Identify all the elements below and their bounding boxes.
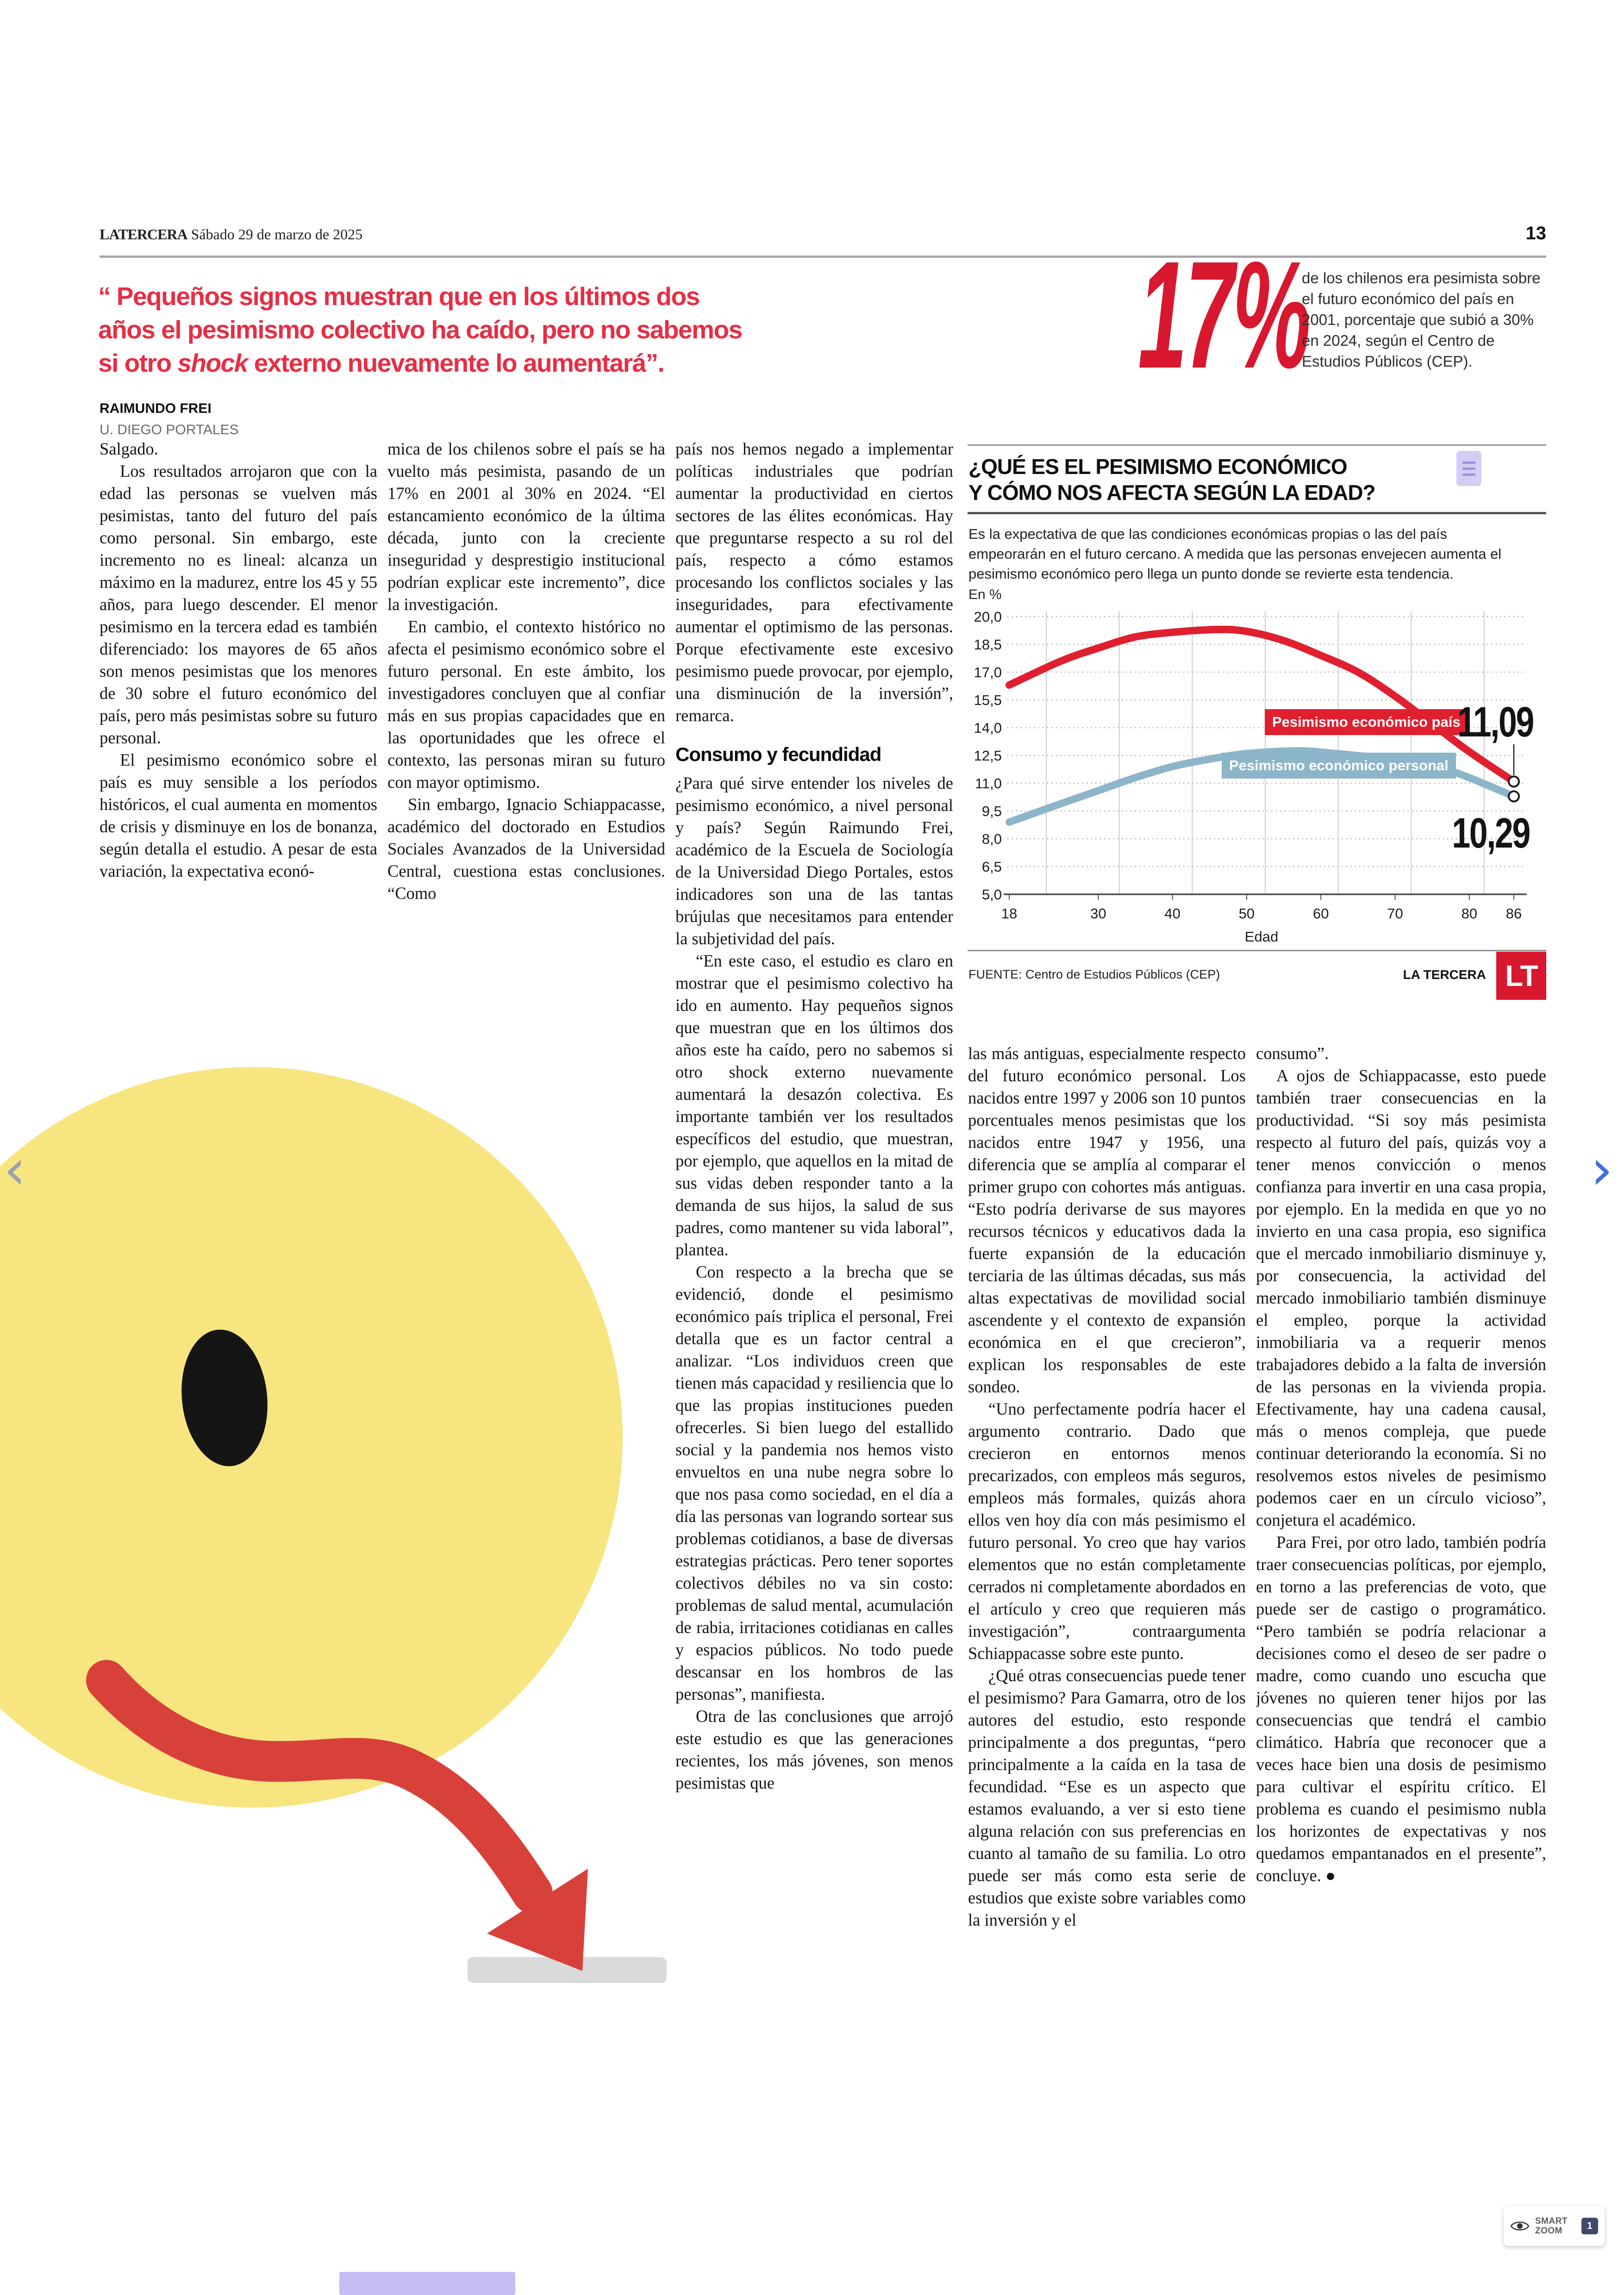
stat-text: de los chilenos era pesimista sobre el f… bbox=[1302, 269, 1541, 370]
smart-zoom-label: SMART ZOOM bbox=[1535, 2216, 1568, 2236]
smart-zoom-pin-icon[interactable] bbox=[1456, 451, 1481, 486]
svg-text:Edad: Edad bbox=[1245, 929, 1278, 945]
article-paragraph: Salgado. bbox=[100, 439, 158, 458]
article-paragraph: Los resultados arrojaron que con la edad… bbox=[100, 461, 377, 747]
highlight-bar bbox=[339, 2272, 515, 2295]
infographic-subtitle: Es la expectativa de que las condiciones… bbox=[968, 526, 1502, 582]
svg-text:9,5: 9,5 bbox=[982, 803, 1002, 819]
masthead-brand: LATERCERA bbox=[100, 226, 188, 243]
series-label-personal: Pesimismo económico personal bbox=[1222, 753, 1456, 779]
infographic-title-line1: ¿QUÉ ES EL PESIMISMO ECONÓMICO bbox=[968, 455, 1348, 479]
quote-author: RAIMUNDO FREI bbox=[100, 401, 212, 416]
infographic-bottom-rule bbox=[968, 950, 1546, 951]
arrow-head bbox=[487, 1869, 588, 1971]
masthead: LATERCERA Sábado 29 de marzo de 2025 bbox=[100, 226, 362, 243]
svg-text:60: 60 bbox=[1313, 905, 1329, 922]
article-paragraph: consumo”. bbox=[1256, 1044, 1329, 1063]
eye-icon bbox=[1510, 2221, 1530, 2231]
svg-text:5,0: 5,0 bbox=[982, 886, 1002, 903]
article-paragraph: mica de los chilenos sobre el país se ha… bbox=[387, 439, 665, 614]
article-column-4: las más antiguas, especialmente respecto… bbox=[968, 1042, 1246, 2107]
sad-face-illustration bbox=[0, 1067, 667, 1983]
article-paragraph: Sin embargo, Ignacio Schiappacasse, acad… bbox=[387, 795, 665, 903]
lt-logo: LT bbox=[1496, 952, 1546, 1000]
svg-text:50: 50 bbox=[1239, 905, 1255, 922]
article-paragraph: ¿Para qué sirve entender los niveles de … bbox=[675, 773, 953, 948]
article-paragraph: En cambio, el contexto histórico no afec… bbox=[387, 617, 665, 792]
eye bbox=[181, 1329, 268, 1466]
infographic-credit: LA TERCERA bbox=[1403, 967, 1486, 982]
article-paragraph: Con respecto a la brecha que se evidenci… bbox=[675, 1262, 953, 1703]
series-end-value-personal: 10,29 bbox=[1452, 810, 1530, 857]
series-label-pais: Pesimismo económico país bbox=[1265, 709, 1468, 735]
article-column-5: consumo”. A ojos de Schiappacasse, esto p… bbox=[1256, 1042, 1546, 2107]
svg-text:40: 40 bbox=[1164, 905, 1180, 922]
infographic-unit: En % bbox=[968, 587, 1002, 602]
svg-text:15,5: 15,5 bbox=[974, 692, 1002, 708]
article-column-2: mica de los chilenos sobre el país se ha… bbox=[387, 438, 665, 1044]
article-paragraph: Otra de las conclusiones que arrojó este… bbox=[675, 1707, 953, 1792]
svg-text:8,0: 8,0 bbox=[982, 831, 1002, 847]
pull-quote-text-2: externo nuevamente lo aumentará”. bbox=[247, 349, 665, 377]
svg-text:11,0: 11,0 bbox=[975, 775, 1002, 792]
pull-quote: “ Pequeños signos muestran que en los úl… bbox=[98, 280, 760, 380]
svg-text:18,5: 18,5 bbox=[974, 636, 1002, 653]
pull-quote-text-1: “ Pequeños signos muestran que en los úl… bbox=[98, 282, 743, 377]
quote-affiliation: U. DIEGO PORTALES bbox=[100, 422, 239, 437]
article-paragraph: “Uno perfectamente podría hacer el argum… bbox=[968, 1399, 1246, 1663]
infographic-title-line2: Y CÓMO NOS AFECTA SEGÚN LA EDAD? bbox=[968, 480, 1376, 505]
article-paragraph: Para Frei, por otro lado, también podría… bbox=[1256, 1533, 1546, 1885]
series-end-value-pais: 11,09 bbox=[1457, 698, 1534, 746]
article-paragraph: las más antiguas, especialmente respecto… bbox=[968, 1044, 1246, 1396]
svg-text:80: 80 bbox=[1462, 905, 1477, 922]
next-page-chevron-icon[interactable]: › bbox=[1591, 1138, 1613, 1202]
infographic-top-rule bbox=[968, 444, 1546, 446]
article-paragraph: El pesimismo económico sobre el país es … bbox=[100, 750, 377, 880]
svg-text:30: 30 bbox=[1090, 905, 1106, 922]
svg-text:12,5: 12,5 bbox=[974, 748, 1002, 764]
svg-text:17,0: 17,0 bbox=[974, 664, 1002, 680]
infographic: ¿QUÉ ES EL PESIMISMO ECONÓMICO Y CÓMO NO… bbox=[968, 444, 1546, 1023]
smart-zoom-badge[interactable]: 1 bbox=[1581, 2218, 1598, 2234]
page-number: 13 bbox=[1525, 223, 1547, 243]
frown-arrow bbox=[86, 1660, 553, 1914]
smart-zoom-button[interactable]: SMART ZOOM 1 bbox=[1504, 2206, 1605, 2246]
svg-text:70: 70 bbox=[1387, 905, 1403, 922]
stat-number: 17% bbox=[1138, 229, 1311, 400]
article-paragraph: “En este caso, el estudio es claro en mo… bbox=[675, 951, 953, 1259]
svg-text:14,0: 14,0 bbox=[974, 720, 1002, 736]
svg-text:6,5: 6,5 bbox=[982, 859, 1002, 875]
svg-text:18: 18 bbox=[1001, 905, 1017, 922]
infographic-title-rule bbox=[968, 512, 1546, 514]
infographic-source: FUENTE: Centro de Estudios Públicos (CEP… bbox=[968, 967, 1220, 981]
article-paragraph: país nos hemos negado a implementar polí… bbox=[675, 439, 953, 725]
article-column-3: país nos hemos negado a implementar polí… bbox=[675, 438, 953, 2077]
article-paragraph: A ojos de Schiappacasse, esto puede tamb… bbox=[1256, 1066, 1546, 1529]
article-paragraph: ¿Qué otras consecuencias puede tener el … bbox=[968, 1666, 1246, 1929]
prev-page-chevron-icon[interactable]: ‹ bbox=[4, 1138, 26, 1202]
face-circle bbox=[0, 1067, 623, 1808]
svg-text:86: 86 bbox=[1506, 905, 1522, 922]
infographic-title: ¿QUÉ ES EL PESIMISMO ECONÓMICO Y CÓMO NO… bbox=[968, 454, 1376, 505]
article-column-1: Salgado. Los resultados arrojaron que con… bbox=[100, 438, 377, 1044]
pull-quote-italic: shock bbox=[177, 349, 248, 377]
svg-text:20,0: 20,0 bbox=[974, 609, 1002, 625]
masthead-date: Sábado 29 de marzo de 2025 bbox=[187, 226, 363, 243]
arrow-shadow bbox=[468, 1957, 667, 1983]
header-rule bbox=[100, 256, 1546, 258]
section-heading: Consumo y fecundidad bbox=[675, 743, 881, 765]
